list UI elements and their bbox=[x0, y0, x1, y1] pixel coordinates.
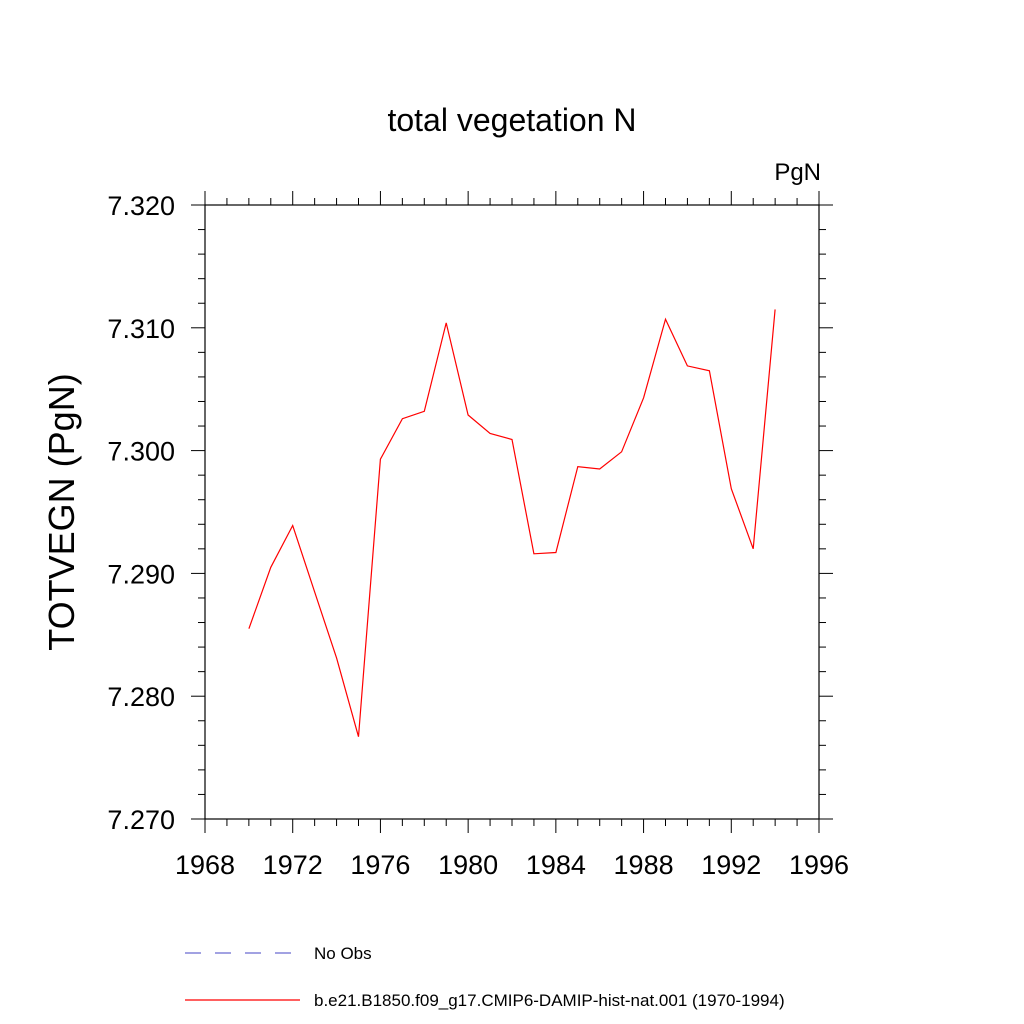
x-tick-label: 1992 bbox=[701, 850, 761, 880]
y-tick-label: 7.300 bbox=[107, 437, 175, 467]
legend: No Obs b.e21.B1850.f09_g17.CMIP6-DAMIP-h… bbox=[185, 944, 785, 1010]
x-tick-label: 1976 bbox=[350, 850, 410, 880]
y-tick-labels: 7.270 7.280 7.290 7.300 7.310 7.320 bbox=[107, 191, 175, 835]
y-tick-label: 7.280 bbox=[107, 682, 175, 712]
units-label: PgN bbox=[774, 159, 821, 186]
series-group bbox=[248, 309, 776, 737]
x-tick-labels: 1968 1972 1976 1980 1984 1988 1992 1996 bbox=[175, 850, 849, 880]
x-tick-label: 1980 bbox=[438, 850, 498, 880]
y-tick-label: 7.310 bbox=[107, 314, 175, 344]
axis-ticks bbox=[191, 191, 833, 833]
series-line bbox=[248, 309, 776, 737]
y-tick-label: 7.270 bbox=[107, 805, 175, 835]
y-tick-label: 7.290 bbox=[107, 559, 175, 589]
plot-frame bbox=[204, 204, 820, 820]
chart-title: total vegetation N bbox=[387, 102, 636, 138]
x-tick-label: 1972 bbox=[263, 850, 323, 880]
x-tick-label: 1968 bbox=[175, 850, 235, 880]
y-tick-label: 7.320 bbox=[107, 191, 175, 221]
x-tick-label: 1996 bbox=[789, 850, 849, 880]
y-axis-label: TOTVEGN (PgN) bbox=[41, 373, 82, 650]
legend-label-no-obs: No Obs bbox=[314, 944, 372, 963]
x-tick-label: 1988 bbox=[614, 850, 674, 880]
x-tick-label: 1984 bbox=[526, 850, 586, 880]
legend-label-model-run: b.e21.B1850.f09_g17.CMIP6-DAMIP-hist-nat… bbox=[314, 991, 785, 1010]
